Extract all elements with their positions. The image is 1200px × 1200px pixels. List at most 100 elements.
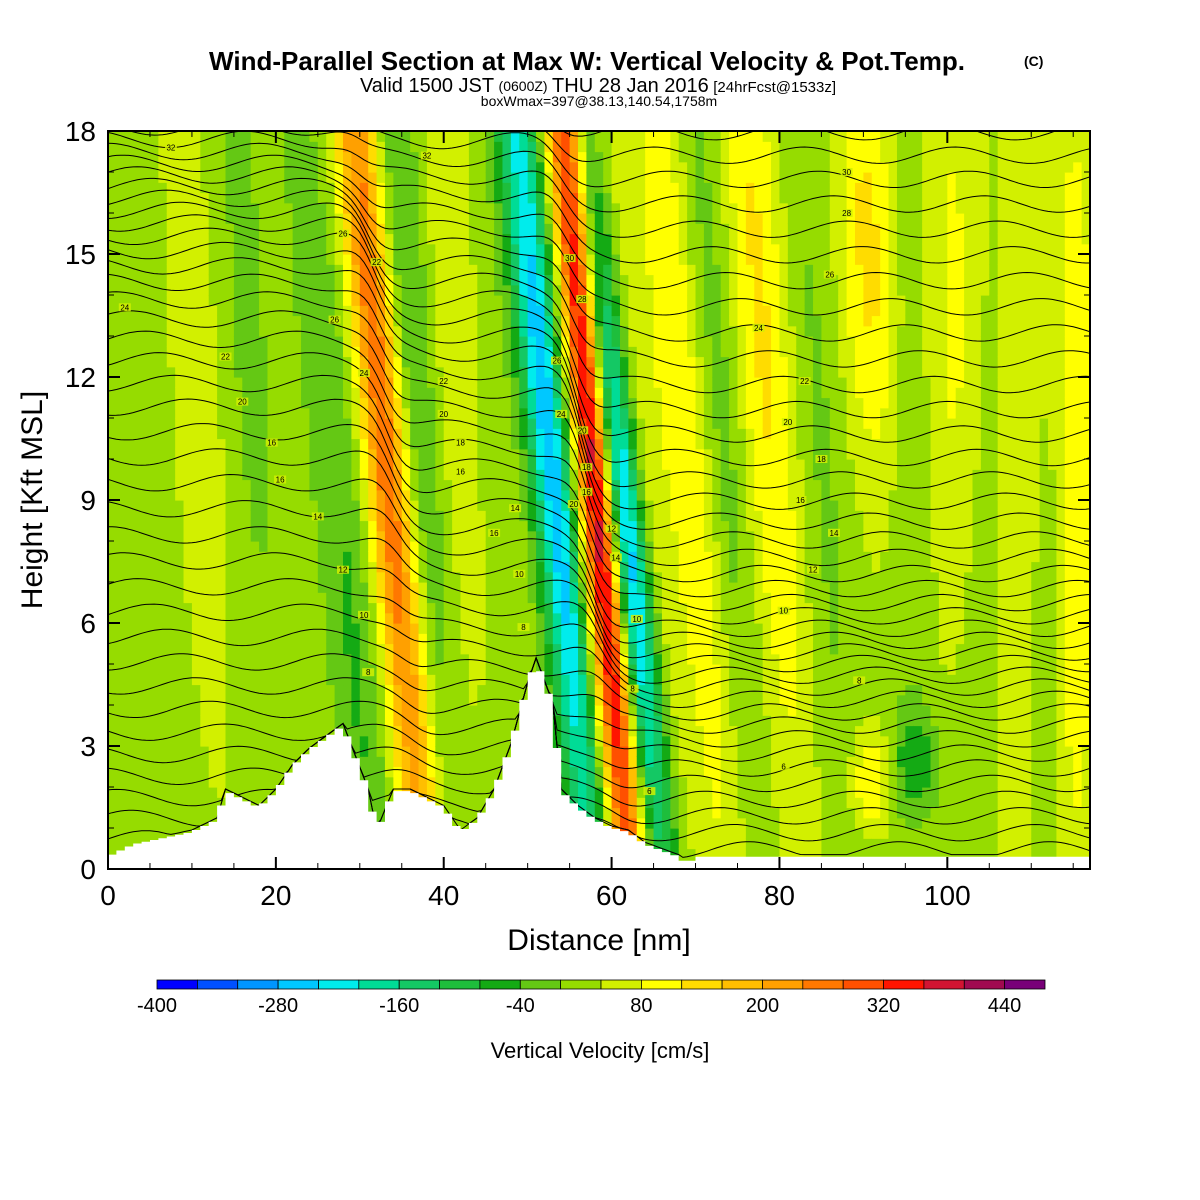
velocity-cell xyxy=(292,274,302,286)
velocity-cell xyxy=(309,254,319,265)
velocity-cell xyxy=(116,664,126,675)
velocity-cell xyxy=(485,346,495,358)
velocity-cell xyxy=(393,756,403,768)
velocity-cell xyxy=(393,325,403,337)
velocity-cell xyxy=(200,377,210,388)
velocity-cell xyxy=(317,715,327,727)
velocity-cell xyxy=(485,192,495,204)
velocity-cell xyxy=(166,366,176,378)
velocity-cell xyxy=(334,192,344,204)
velocity-cell xyxy=(317,243,327,255)
velocity-cell xyxy=(569,295,579,306)
velocity-cell xyxy=(158,274,168,286)
velocity-cell xyxy=(670,735,680,747)
velocity-cell xyxy=(242,192,252,204)
velocity-cell xyxy=(426,387,436,399)
velocity-cell xyxy=(586,387,596,399)
velocity-cell xyxy=(435,571,445,583)
velocity-cell xyxy=(628,407,638,419)
velocity-cell xyxy=(536,223,546,235)
velocity-cell xyxy=(217,479,227,491)
velocity-cell xyxy=(586,776,596,788)
velocity-cell xyxy=(586,807,596,819)
velocity-cell xyxy=(603,418,613,429)
velocity-cell xyxy=(636,295,646,306)
velocity-cell xyxy=(343,530,352,542)
velocity-cell xyxy=(217,141,227,153)
velocity-cell xyxy=(326,715,336,727)
velocity-cell xyxy=(250,797,260,809)
velocity-cell xyxy=(208,787,218,798)
velocity-cell xyxy=(426,623,436,634)
velocity-cell xyxy=(343,284,352,296)
velocity-cell xyxy=(183,407,193,419)
velocity-cell xyxy=(108,520,117,532)
velocity-cell xyxy=(116,756,126,768)
velocity-cell xyxy=(343,571,352,583)
velocity-cell xyxy=(502,202,512,214)
velocity-cell xyxy=(619,274,629,286)
velocity-cell xyxy=(410,776,420,788)
velocity-cell xyxy=(351,612,361,624)
velocity-cell xyxy=(191,459,201,470)
velocity-cell xyxy=(141,264,151,276)
velocity-cell xyxy=(410,346,420,358)
velocity-cell xyxy=(670,612,680,624)
velocity-cell xyxy=(552,571,562,583)
velocity-cell xyxy=(628,500,638,511)
velocity-cell xyxy=(309,407,319,419)
velocity-cell xyxy=(468,192,478,204)
velocity-cell xyxy=(183,582,193,593)
velocity-cell xyxy=(452,161,462,173)
velocity-cell xyxy=(116,541,126,552)
velocity-cell xyxy=(401,674,411,686)
velocity-cell xyxy=(678,448,688,460)
velocity-cell xyxy=(494,756,504,768)
velocity-cell xyxy=(410,520,420,532)
velocity-cell xyxy=(477,131,487,142)
velocity-cell xyxy=(527,500,537,511)
velocity-cell xyxy=(326,469,336,481)
velocity-cell xyxy=(351,684,361,696)
velocity-cell xyxy=(628,797,638,809)
velocity-cell xyxy=(410,172,420,183)
velocity-cell xyxy=(301,571,311,583)
velocity-cell xyxy=(544,674,554,686)
velocity-cell xyxy=(191,756,201,768)
velocity-cell xyxy=(292,571,302,583)
velocity-cell xyxy=(435,346,445,358)
velocity-cell xyxy=(645,489,655,501)
velocity-cell xyxy=(468,295,478,306)
velocity-cell xyxy=(317,592,327,604)
velocity-cell xyxy=(536,582,546,593)
velocity-cell xyxy=(301,407,311,419)
velocity-cell xyxy=(149,469,159,481)
velocity-cell xyxy=(410,254,420,265)
velocity-cell xyxy=(460,674,470,686)
velocity-cell xyxy=(200,448,210,460)
velocity-cell xyxy=(217,643,227,655)
velocity-cell xyxy=(393,131,403,142)
velocity-cell xyxy=(611,489,621,501)
velocity-cell xyxy=(670,274,680,286)
velocity-cell xyxy=(368,746,378,757)
velocity-cell xyxy=(477,233,487,245)
velocity-cell xyxy=(217,428,227,440)
velocity-cell xyxy=(334,705,344,716)
velocity-cell xyxy=(175,151,185,163)
velocity-cell xyxy=(158,797,168,809)
velocity-cell xyxy=(678,684,688,696)
velocity-cell xyxy=(443,469,453,481)
velocity-cell xyxy=(452,500,462,511)
velocity-cell xyxy=(611,438,621,450)
velocity-cell xyxy=(443,243,453,255)
velocity-cell xyxy=(267,223,277,235)
velocity-cell xyxy=(124,541,134,552)
velocity-cell xyxy=(133,756,143,768)
velocity-cell xyxy=(183,807,193,819)
velocity-cell xyxy=(208,459,218,470)
velocity-cell xyxy=(594,807,604,819)
velocity-cell xyxy=(561,633,571,645)
velocity-cell xyxy=(611,623,621,634)
velocity-cell xyxy=(645,797,655,809)
